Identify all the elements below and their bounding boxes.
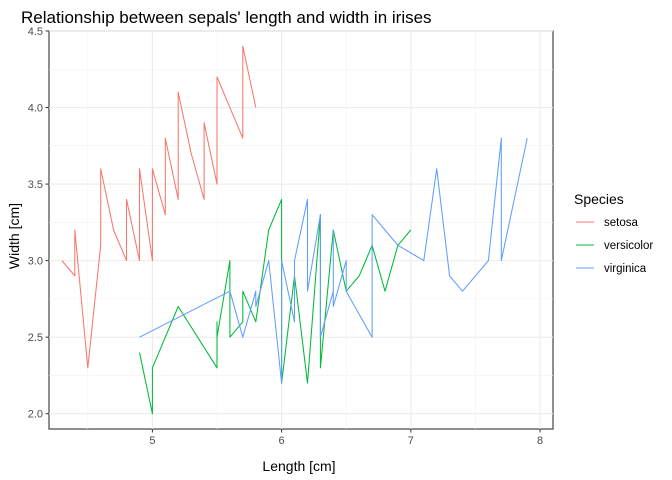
y-tick-label: 4.5 bbox=[28, 26, 43, 38]
legend-label-versicolor: versicolor bbox=[604, 240, 653, 252]
legend-title: Species bbox=[574, 191, 624, 207]
chart-title: Relationship between sepals' length and … bbox=[21, 8, 432, 27]
y-tick-label: 2.5 bbox=[28, 332, 43, 344]
x-tick-label: 5 bbox=[149, 435, 155, 447]
series-line-versicolor bbox=[138, 198, 412, 415]
y-tick-label: 2.0 bbox=[28, 409, 43, 421]
legend: Species setosa versicolor virginica bbox=[574, 191, 653, 275]
series-line-virginica bbox=[139, 137, 528, 384]
y-tick-label: 3.0 bbox=[28, 256, 43, 268]
y-axis-title: Width [cm] bbox=[6, 203, 22, 269]
x-tick-label: 8 bbox=[537, 435, 543, 447]
legend-label-setosa: setosa bbox=[604, 217, 638, 229]
x-axis-title: Length [cm] bbox=[262, 458, 335, 474]
legend-label-virginica: virginica bbox=[604, 263, 647, 275]
x-tick-label: 6 bbox=[279, 435, 285, 447]
legend-items: setosa versicolor virginica bbox=[576, 217, 653, 275]
y-tick-label: 3.5 bbox=[28, 179, 43, 191]
y-tick-label: 4.0 bbox=[28, 103, 43, 115]
x-tick-label: 7 bbox=[408, 435, 414, 447]
series-line-setosa bbox=[61, 45, 257, 369]
axis-ticks: 5 6 7 8 2.0 2.5 3.0 3.5 4.0 4.5 bbox=[28, 26, 543, 447]
series-layer bbox=[61, 45, 528, 415]
